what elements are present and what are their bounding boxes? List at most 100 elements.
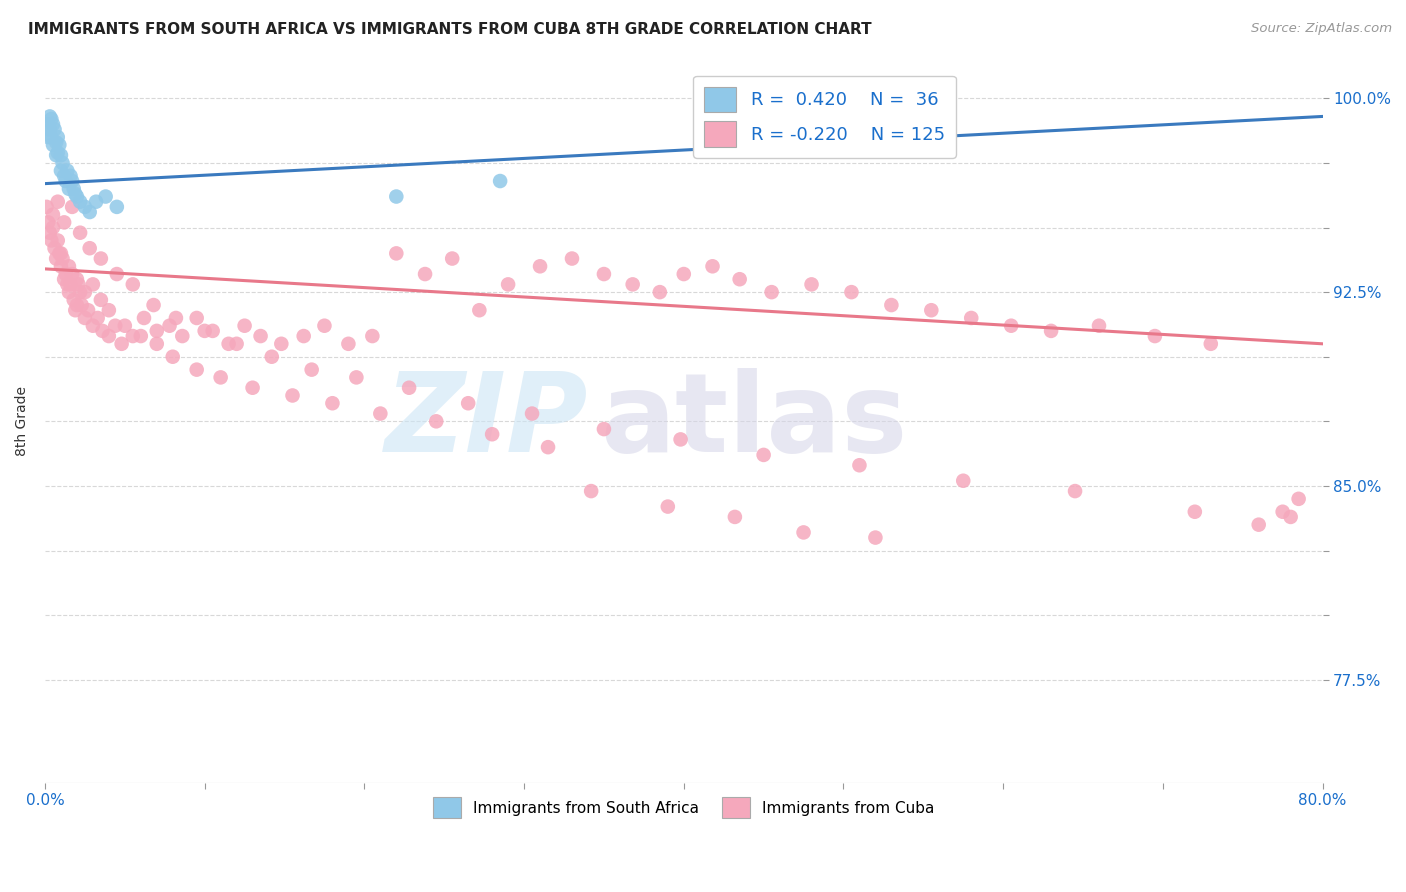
Point	[65, 303, 87, 318]
Point	[249, 329, 271, 343]
Point	[1288, 491, 1310, 506]
Point	[44, 241, 66, 255]
Point	[114, 318, 136, 333]
Point	[537, 440, 560, 454]
Point	[129, 329, 152, 343]
Point	[44, 122, 66, 136]
Point	[385, 246, 408, 260]
Point	[1064, 484, 1087, 499]
Point	[84, 194, 107, 209]
Point	[657, 500, 679, 514]
Point	[457, 396, 479, 410]
Point	[60, 200, 83, 214]
Point	[648, 285, 671, 300]
Point	[142, 298, 165, 312]
Point	[260, 350, 283, 364]
Point	[53, 169, 76, 183]
Point	[42, 208, 65, 222]
Point	[413, 267, 436, 281]
Point	[800, 277, 823, 292]
Point	[225, 336, 247, 351]
Point	[441, 252, 464, 266]
Point	[49, 148, 72, 162]
Point	[385, 189, 408, 203]
Point	[56, 277, 79, 292]
Point	[337, 336, 360, 351]
Point	[67, 277, 90, 292]
Point	[1199, 336, 1222, 351]
Point	[69, 285, 91, 300]
Point	[361, 329, 384, 343]
Point	[321, 396, 343, 410]
Point	[593, 267, 616, 281]
Point	[104, 318, 127, 333]
Point	[145, 324, 167, 338]
Point	[62, 182, 84, 196]
Point	[398, 381, 420, 395]
Point	[832, 96, 855, 111]
Point	[669, 433, 692, 447]
Point	[94, 189, 117, 203]
Point	[281, 388, 304, 402]
Point	[79, 205, 101, 219]
Point	[55, 267, 77, 281]
Point	[165, 310, 187, 325]
Point	[593, 422, 616, 436]
Point	[865, 531, 887, 545]
Point	[37, 130, 59, 145]
Point	[97, 303, 120, 318]
Point	[66, 272, 89, 286]
Point	[45, 252, 67, 266]
Point	[752, 448, 775, 462]
Point	[209, 370, 232, 384]
Point	[49, 246, 72, 260]
Point	[1271, 505, 1294, 519]
Point	[1247, 517, 1270, 532]
Point	[62, 293, 84, 307]
Point	[121, 329, 143, 343]
Point	[69, 194, 91, 209]
Point	[561, 252, 583, 266]
Point	[1279, 510, 1302, 524]
Point	[35, 117, 58, 131]
Text: ZIP: ZIP	[384, 368, 588, 475]
Point	[292, 329, 315, 343]
Point	[121, 277, 143, 292]
Point	[79, 241, 101, 255]
Point	[270, 336, 292, 351]
Point	[105, 267, 128, 281]
Point	[1184, 505, 1206, 519]
Point	[186, 362, 208, 376]
Text: Source: ZipAtlas.com: Source: ZipAtlas.com	[1251, 22, 1392, 36]
Point	[58, 285, 80, 300]
Point	[841, 285, 863, 300]
Point	[38, 226, 60, 240]
Point	[46, 194, 69, 209]
Point	[45, 148, 67, 162]
Point	[194, 324, 217, 338]
Point	[728, 272, 751, 286]
Point	[132, 310, 155, 325]
Point	[55, 174, 77, 188]
Legend: Immigrants from South Africa, Immigrants from Cuba: Immigrants from South Africa, Immigrants…	[426, 789, 942, 826]
Text: atlas: atlas	[600, 368, 908, 475]
Point	[186, 310, 208, 325]
Y-axis label: 8th Grade: 8th Grade	[15, 386, 30, 457]
Point	[960, 310, 983, 325]
Point	[65, 186, 87, 201]
Point	[91, 324, 114, 338]
Point	[1000, 318, 1022, 333]
Point	[73, 285, 96, 300]
Point	[496, 277, 519, 292]
Point	[672, 267, 695, 281]
Point	[1143, 329, 1166, 343]
Point	[77, 303, 100, 318]
Point	[82, 318, 104, 333]
Point	[579, 484, 602, 499]
Point	[46, 130, 69, 145]
Point	[481, 427, 503, 442]
Point	[952, 474, 974, 488]
Point	[621, 277, 644, 292]
Point	[38, 110, 60, 124]
Point	[702, 260, 724, 274]
